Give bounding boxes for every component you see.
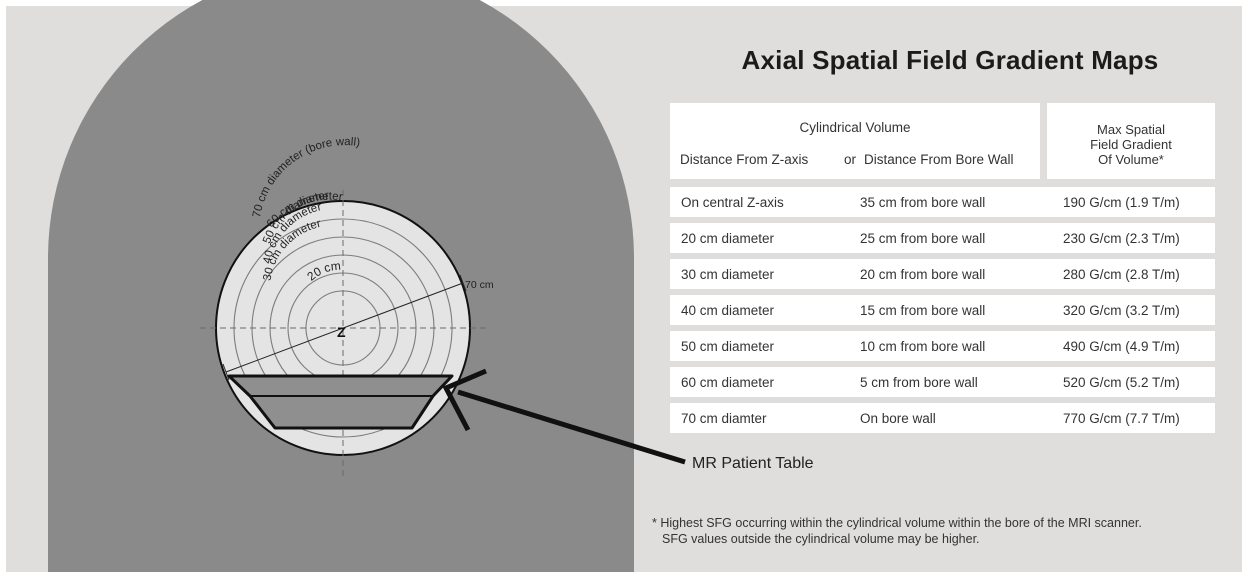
header-bore-wall: Distance From Bore Wall <box>864 152 1014 167</box>
header-max-line1: Max Spatial <box>1097 122 1165 137</box>
cell-max: 230 G/cm (2.3 T/m) <box>1063 231 1180 246</box>
table-row: 20 cm diameter 25 cm from bore wall 230 … <box>670 223 1215 253</box>
footnote-line1: * Highest SFG occurring within the cylin… <box>652 516 1142 530</box>
cell-bore-wall: 25 cm from bore wall <box>860 231 986 246</box>
arrow-shaft <box>457 389 686 465</box>
header-or: or <box>844 152 857 167</box>
header-max-line2: Field Gradient <box>1090 137 1172 152</box>
footnote: * Highest SFG occurring within the cylin… <box>652 515 1142 547</box>
header-max-line3: Of Volume* <box>1098 152 1164 167</box>
dimension-tick-right <box>459 274 467 292</box>
cell-z-axis: 20 cm diameter <box>681 231 775 246</box>
cell-max: 490 G/cm (4.9 T/m) <box>1063 339 1180 354</box>
cell-z-axis: 60 cm diameter <box>681 375 775 390</box>
cell-max: 280 G/cm (2.8 T/m) <box>1063 267 1180 282</box>
header-cylindrical-volume: Cylindrical Volume <box>799 120 911 135</box>
cell-bore-wall: On bore wall <box>860 411 936 426</box>
table-header-volume: Cylindrical Volume Distance From Z-axis … <box>670 103 1040 179</box>
cell-z-axis: 40 cm diameter <box>681 303 775 318</box>
table-row: On central Z-axis 35 cm from bore wall 1… <box>670 187 1215 217</box>
table-row: 50 cm diameter 10 cm from bore wall 490 … <box>670 331 1215 361</box>
cell-z-axis: 50 cm diameter <box>681 339 775 354</box>
cell-bore-wall: 20 cm from bore wall <box>860 267 986 282</box>
cell-z-axis: 70 cm diamter <box>681 411 767 426</box>
cell-bore-wall: 10 cm from bore wall <box>860 339 986 354</box>
cell-max: 520 G/cm (5.2 T/m) <box>1063 375 1180 390</box>
table-row: 40 cm diameter 15 cm from bore wall 320 … <box>670 295 1215 325</box>
arrow-head-icon <box>442 368 487 432</box>
z-axis-label: Z <box>337 324 346 340</box>
cell-max: 770 G/cm (7.7 T/m) <box>1063 411 1180 426</box>
table-row: 70 cm diamter On bore wall 770 G/cm (7.7… <box>670 403 1215 433</box>
cell-bore-wall: 5 cm from bore wall <box>860 375 978 390</box>
cell-bore-wall: 15 cm from bore wall <box>860 303 986 318</box>
footnote-line2: SFG values outside the cylindrical volum… <box>662 532 980 546</box>
dimension-tick-left <box>222 363 230 381</box>
table-header-max: Max Spatial Field Gradient Of Volume* <box>1047 103 1215 179</box>
cell-max: 190 G/cm (1.9 T/m) <box>1063 195 1180 210</box>
patient-table-label: MR Patient Table <box>692 455 814 472</box>
cell-z-axis: 30 cm diameter <box>681 267 775 282</box>
cell-bore-wall: 35 cm from bore wall <box>860 195 986 210</box>
table-row: 30 cm diameter 20 cm from bore wall 280 … <box>670 259 1215 289</box>
cell-z-axis: On central Z-axis <box>681 195 784 210</box>
dimension-label: 70 cm <box>465 279 494 291</box>
cell-max: 320 G/cm (3.2 T/m) <box>1063 303 1180 318</box>
page-title: Axial Spatial Field Gradient Maps <box>741 45 1159 75</box>
table-row: 60 cm diameter 5 cm from bore wall 520 G… <box>670 367 1215 397</box>
dimension-line <box>225 282 464 373</box>
header-z-axis: Distance From Z-axis <box>680 152 809 167</box>
